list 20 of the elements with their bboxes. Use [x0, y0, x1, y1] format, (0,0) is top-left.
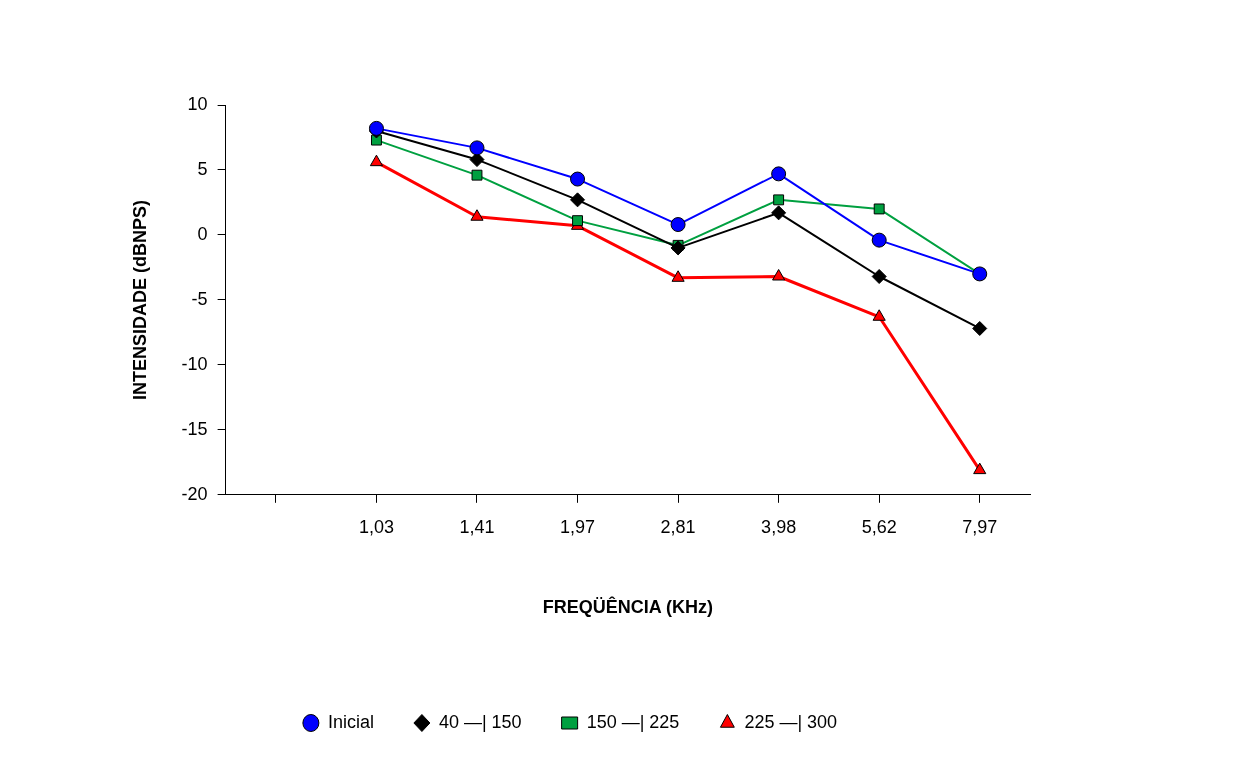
legend-label: 225 —| 300 — [744, 711, 838, 732]
legend-label: 150 —| 225 — [586, 711, 680, 732]
x-tick-label: 7,97 — [962, 516, 998, 537]
legend-label: Inicial — [327, 711, 374, 732]
y-tick-label: -5 — [191, 288, 208, 309]
y-tick-label: -20 — [181, 483, 208, 504]
y-tick-label: -15 — [181, 418, 208, 439]
x-tick-label: 1,41 — [459, 516, 495, 537]
x-axis-title: FREQÜÊNCIA (KHz) — [542, 596, 713, 618]
y-tick-label: 5 — [197, 158, 208, 179]
x-tick-label: 5,62 — [861, 516, 897, 537]
x-tick-label: 1,03 — [358, 516, 394, 537]
y-tick-label: 10 — [187, 93, 208, 114]
y-tick-label: 0 — [197, 223, 208, 244]
x-tick-label: 2,81 — [660, 516, 696, 537]
y-tick-label: -10 — [181, 353, 208, 374]
x-tick-label: 1,97 — [560, 516, 596, 537]
legend-label: 40 —| 150 — [438, 711, 522, 732]
y-axis-title: INTENSIDADE (dBNPS) — [129, 199, 150, 400]
x-tick-label: 3,98 — [761, 516, 797, 537]
